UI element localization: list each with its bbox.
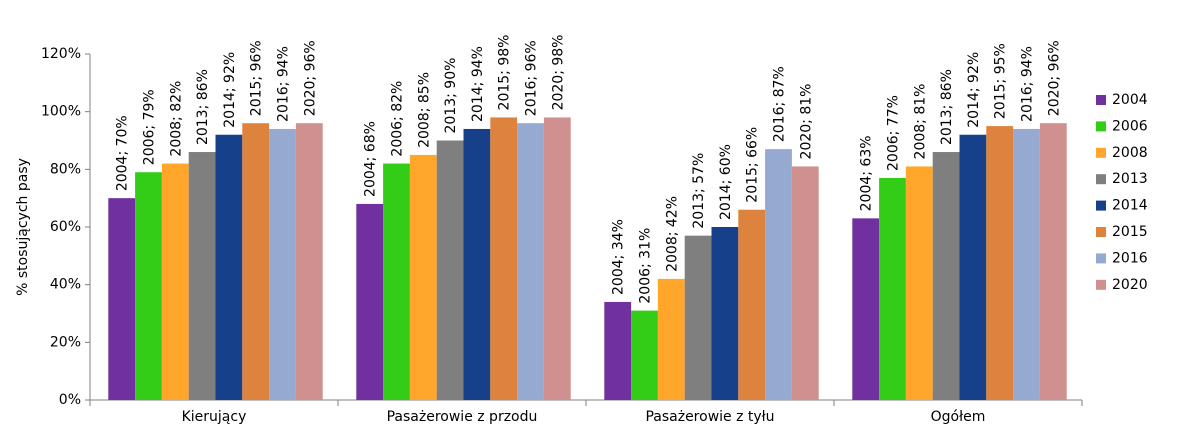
legend: 2004 2006 2008 2013 2014 2015 2016 2020: [1096, 92, 1148, 293]
bar: [269, 128, 296, 400]
bar: [108, 198, 136, 400]
data-label: 2006; 79%: [142, 89, 158, 165]
legend-label: 2004: [1112, 92, 1148, 108]
data-label: 2016; 94%: [276, 46, 292, 122]
legend-swatch: [1096, 227, 1106, 237]
bar: [791, 166, 819, 400]
x-tick-label: Pasażerowie z tyłu: [645, 409, 774, 425]
bar: [543, 117, 571, 400]
data-label: 2008; 85%: [416, 72, 432, 148]
bar: [852, 218, 880, 400]
data-label: 2004; 63%: [859, 135, 875, 211]
bar: [463, 128, 491, 400]
bar: [135, 172, 162, 400]
bar: [409, 154, 437, 400]
y-tick-label: 60%: [50, 219, 81, 235]
bar: [1013, 128, 1040, 400]
data-label: 2015; 95%: [993, 43, 1009, 119]
bar: [711, 227, 739, 400]
data-label: 2014; 92%: [222, 52, 238, 128]
bar: [383, 163, 410, 400]
legend-swatch: [1096, 121, 1106, 132]
y-tick-label: 0%: [59, 392, 81, 408]
legend-label: 2006: [1112, 118, 1148, 134]
bar: [604, 301, 632, 400]
legend-swatch: [1096, 147, 1106, 158]
data-label: 2013; 90%: [443, 58, 459, 134]
data-label: 2013; 86%: [195, 69, 211, 145]
legend-label: 2013: [1112, 171, 1148, 187]
legend-swatch: [1096, 200, 1106, 211]
data-label: 2020; 98%: [550, 35, 566, 111]
y-axis-title: % stosujących pasy: [15, 158, 31, 296]
legend-swatch: [1096, 279, 1106, 290]
bar: [490, 117, 518, 400]
data-label: 2006; 31%: [638, 228, 654, 304]
data-label: 2004; 70%: [115, 115, 131, 191]
bars: [108, 117, 1067, 400]
data-label: 2013; 86%: [939, 69, 955, 145]
bar: [879, 177, 906, 400]
legend-label: 2020: [1112, 277, 1148, 293]
x-tick-label: Kierujący: [182, 409, 247, 425]
bar: [905, 166, 933, 400]
bar: [657, 278, 685, 400]
data-label: 2006; 82%: [390, 81, 406, 157]
y-tick-label: 120%: [41, 46, 81, 62]
data-label: 2015; 66%: [745, 127, 761, 203]
data-label: 2006; 77%: [886, 95, 902, 171]
bar: [1039, 123, 1067, 400]
bar: [188, 152, 216, 400]
y-tick-label: 80%: [50, 161, 81, 177]
bar: [161, 163, 189, 400]
legend-label: 2014: [1112, 198, 1148, 214]
bar: [631, 310, 658, 400]
legend-swatch: [1096, 253, 1106, 264]
data-label: 2020; 96%: [1046, 40, 1062, 116]
data-label: 2008; 82%: [168, 81, 184, 157]
x-tick-label: Pasażerowie z przodu: [387, 409, 538, 425]
data-label: 2015; 96%: [249, 40, 265, 116]
data-label: 2014; 94%: [470, 46, 486, 122]
bar: [765, 149, 792, 400]
legend-label: 2008: [1112, 145, 1148, 161]
bar: [959, 134, 987, 400]
y-tick-label: 100%: [41, 104, 81, 120]
data-label: 2015; 98%: [497, 35, 513, 111]
legend-label: 2016: [1112, 250, 1148, 266]
axes: 0% 20% 40% 60% 80% 100% 120% Kierujący Pasażerow…: [41, 46, 1083, 425]
data-label: 2016; 87%: [772, 66, 788, 142]
bar: [436, 140, 464, 400]
data-label: 2014; 60%: [718, 144, 734, 220]
data-labels: 2004; 70% 2006; 79% 2008; 82% 2013; 86% 2014…: [115, 35, 1063, 304]
data-label: 2008; 81%: [912, 84, 928, 160]
data-label: 2014; 92%: [966, 52, 982, 128]
x-tick-label: Ogółem: [931, 409, 986, 425]
bar: [517, 123, 544, 400]
data-label: 2004; 34%: [611, 219, 627, 295]
bar: [215, 134, 243, 400]
data-label: 2013; 57%: [691, 153, 707, 229]
bar: [986, 126, 1014, 400]
data-label: 2020; 96%: [302, 40, 318, 116]
data-label: 2020; 81%: [798, 84, 814, 160]
bar: [684, 235, 712, 400]
data-label: 2016; 94%: [1020, 46, 1036, 122]
y-tick-label: 40%: [50, 277, 81, 293]
legend-swatch: [1096, 174, 1106, 185]
y-tick-label: 20%: [50, 334, 81, 350]
data-label: 2008; 42%: [664, 196, 680, 272]
legend-label: 2015: [1112, 224, 1148, 240]
data-label: 2016; 96%: [524, 40, 540, 116]
bar: [932, 152, 960, 400]
data-label: 2004; 68%: [363, 121, 379, 197]
bar: [295, 123, 323, 400]
legend-swatch: [1096, 95, 1106, 105]
bar: [356, 203, 384, 400]
bar: [738, 209, 766, 400]
bar: [242, 123, 270, 400]
